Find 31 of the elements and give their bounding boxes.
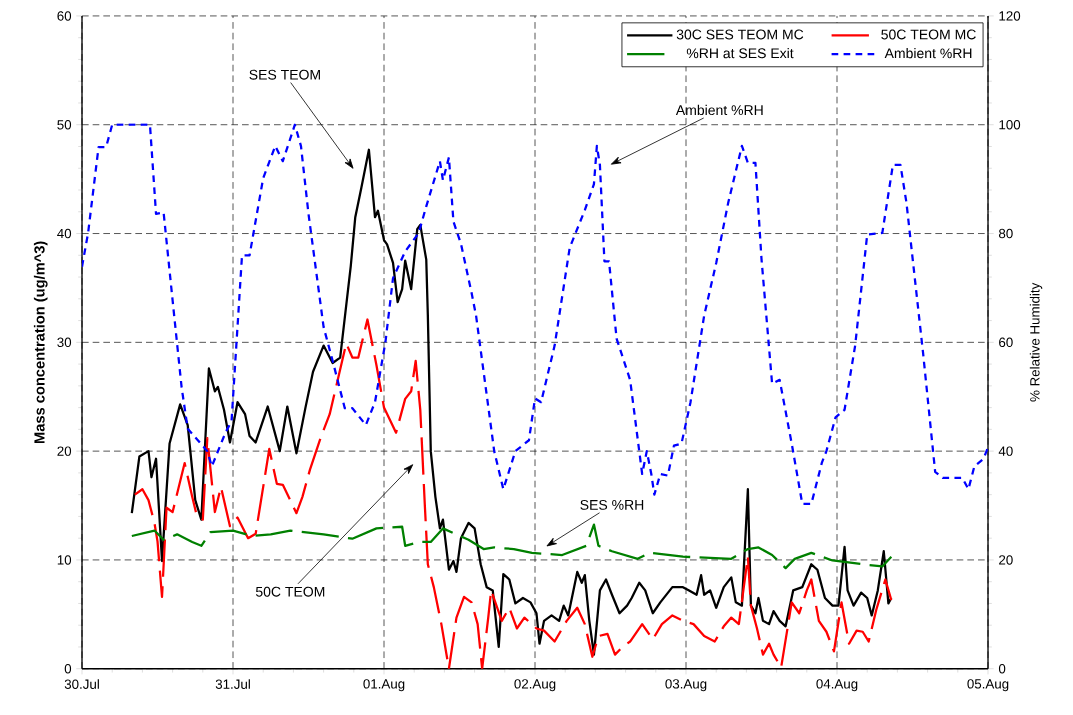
legend-label: Ambient %RH: [884, 47, 972, 59]
x-tick-label: 01.Aug: [363, 679, 405, 692]
y-tick-label: 40: [57, 228, 72, 239]
annotation: 50C TEOM: [255, 586, 325, 597]
annotation: Ambient %RH: [675, 104, 763, 116]
legend-label: 30C SES TEOM MC: [676, 29, 804, 40]
x-tick-label: 02.Aug: [514, 679, 556, 692]
y-tick-label: 0: [64, 664, 72, 674]
y2-tick-label: 40: [998, 446, 1013, 456]
y2-tick-label: 0: [998, 664, 1006, 674]
annotation: SES %RH: [580, 499, 644, 510]
annotation: SES TEOM: [249, 69, 320, 80]
y-tick-label: 20: [57, 446, 72, 456]
y-axis-title: Mass concentration (ug/m^3): [33, 241, 48, 444]
y-tick-label: 30: [57, 337, 72, 348]
legend-label: %RH at SES Exit: [686, 47, 794, 59]
y-tick-label: 60: [57, 11, 72, 21]
x-tick-label: 31.Jul: [215, 679, 250, 689]
y2-tick-label: 120: [999, 11, 1021, 21]
y-tick-label: 50: [57, 120, 72, 130]
y2-axis-title: % Relative Humidity: [1029, 282, 1043, 402]
x-tick-label: 03.Aug: [665, 679, 707, 692]
y2-tick-label: 20: [999, 555, 1013, 565]
x-tick-label: 30.Jul: [64, 679, 99, 689]
legend-label: 50C TEOM MC: [881, 29, 976, 40]
y2-tick-label: 100: [999, 120, 1021, 130]
x-tick-label: 05.Aug: [967, 679, 1009, 692]
y2-tick-label: 60: [999, 337, 1013, 348]
x-tick-label: 04.Aug: [816, 679, 858, 692]
y2-tick-label: 80: [998, 228, 1013, 239]
y-tick-label: 10: [57, 555, 72, 565]
